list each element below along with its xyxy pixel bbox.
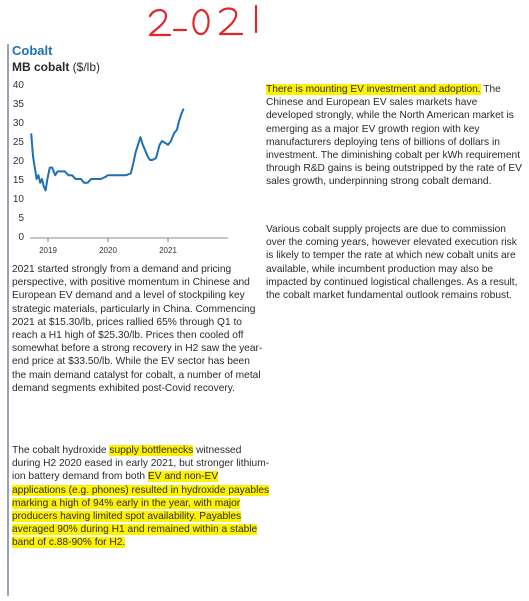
y-tick-label: 10 [13,194,25,205]
cobalt-price-chart: 0 5 10 15 20 25 30 35 40 2019 2020 2021 [10,78,230,256]
y-tick-label: 40 [13,80,25,91]
x-tick-label: 2019 [39,246,57,255]
p2-text-a: The cobalt hydroxide [12,445,110,456]
chart-svg: 0 5 10 15 20 25 30 35 40 2019 2020 2021 [13,80,228,255]
paragraph-hydroxide-supply: The cobalt hydroxide supply bottlenecks … [12,444,270,550]
paragraph-supply-projects: Various cobalt supply projects are due t… [266,224,518,302]
chart-title-bold: MB cobalt [12,60,70,74]
chart-title: MB cobalt ($/lb) [12,60,100,74]
x-tick-label: 2020 [99,246,117,255]
y-tick-label: 25 [13,137,25,148]
y-tick-label: 15 [13,175,25,186]
paragraph-ev-investment: There is mounting EV investment and adop… [266,83,526,189]
chart-title-unit: ($/lb) [69,60,101,74]
section-title: Cobalt [12,43,53,58]
x-tick-label: 2021 [159,246,177,255]
p2-highlight-supply: supply bottlenecks [109,445,194,456]
paragraph-2021-demand: 2021 started strongly from a demand and … [12,264,263,394]
handwritten-year-drawing [148,4,258,37]
y-tick-label: 5 [18,213,24,224]
section-rule [7,44,9,596]
p2-text-c: witnessed during H2 2020 eased in early … [12,445,270,483]
handwritten-annotation [144,2,294,42]
y-tick-label: 30 [13,118,25,129]
series-line [30,108,185,192]
y-tick-label: 0 [18,232,24,243]
y-tick-label: 35 [13,99,25,110]
p3-highlight-ev: There is mounting EV investment and adop… [266,84,481,95]
p3-text-b: The Chinese and European EV sales market… [266,84,522,188]
y-tick-label: 20 [13,156,25,167]
p2-highlight-payables: EV and non-EV applications (e.g. phones)… [12,471,270,549]
